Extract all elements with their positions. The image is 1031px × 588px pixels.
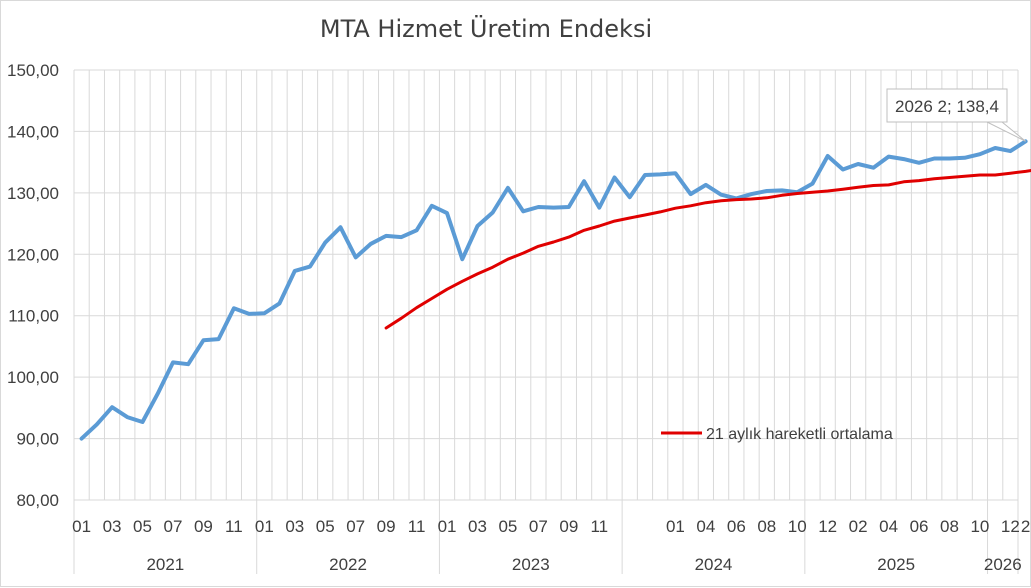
x-tick-label: 05 bbox=[498, 517, 517, 536]
callout-label: 2026 2; 138,4 bbox=[895, 97, 999, 116]
x-tick-label: 03 bbox=[285, 517, 304, 536]
x-tick-label: 12 bbox=[818, 517, 837, 536]
y-tick-label: 120,00 bbox=[7, 245, 59, 264]
x-tick-label: 2 bbox=[1021, 517, 1030, 536]
year-label: 2025 bbox=[877, 555, 915, 574]
year-label: 2026 bbox=[984, 555, 1022, 574]
x-tick-label: 11 bbox=[225, 517, 243, 536]
x-tick-label: 09 bbox=[194, 517, 213, 536]
y-tick-label: 80,00 bbox=[16, 491, 59, 510]
x-tick-label: 05 bbox=[316, 517, 335, 536]
x-tick-label: 01 bbox=[255, 517, 274, 536]
year-label: 2021 bbox=[146, 555, 184, 574]
x-tick-label: 04 bbox=[879, 517, 898, 536]
y-tick-label: 100,00 bbox=[7, 368, 59, 387]
x-tick-label: 01 bbox=[438, 517, 457, 536]
x-tick-label: 07 bbox=[346, 517, 365, 536]
y-tick-label: 130,00 bbox=[7, 184, 59, 203]
x-tick-label: 09 bbox=[377, 517, 396, 536]
year-label: 2022 bbox=[329, 555, 367, 574]
chart-title: MTA Hizmet Üretim Endeksi bbox=[319, 15, 653, 43]
x-tick-label: 01 bbox=[666, 517, 685, 536]
x-tick-label: 07 bbox=[529, 517, 548, 536]
x-tick-label: 01 bbox=[72, 517, 91, 536]
y-tick-label: 110,00 bbox=[8, 307, 59, 326]
year-label: 2023 bbox=[512, 555, 550, 574]
x-tick-label: 10 bbox=[970, 517, 989, 536]
x-tick-label: 05 bbox=[133, 517, 152, 536]
legend-label: 21 aylık hareketli ortalama bbox=[706, 426, 893, 443]
x-tick-label: 04 bbox=[696, 517, 715, 536]
y-tick-label: 90,00 bbox=[16, 430, 59, 449]
x-tick-label: 06 bbox=[727, 517, 746, 536]
x-tick-label: 07 bbox=[164, 517, 183, 536]
callout-pointer bbox=[986, 121, 1026, 142]
x-tick-label: 08 bbox=[757, 517, 776, 536]
year-label: 2024 bbox=[695, 555, 733, 574]
x-tick-label: 08 bbox=[940, 517, 959, 536]
y-tick-label: 140,00 bbox=[7, 122, 59, 141]
x-tick-label: 11 bbox=[590, 517, 608, 536]
y-tick-label: 150,00 bbox=[7, 61, 59, 80]
x-tick-label: 06 bbox=[910, 517, 929, 536]
x-tick-label: 02 bbox=[849, 517, 868, 536]
index-series-line bbox=[79, 139, 1028, 441]
x-tick-label: 12 bbox=[1001, 517, 1020, 536]
callout-box bbox=[886, 88, 1008, 123]
x-tick-label: 11 bbox=[408, 517, 426, 536]
x-tick-label: 03 bbox=[468, 517, 487, 536]
x-tick-label: 03 bbox=[103, 517, 122, 536]
x-tick-label: 09 bbox=[559, 517, 578, 536]
moving-average-line bbox=[384, 168, 1031, 330]
x-tick-label: 10 bbox=[788, 517, 807, 536]
